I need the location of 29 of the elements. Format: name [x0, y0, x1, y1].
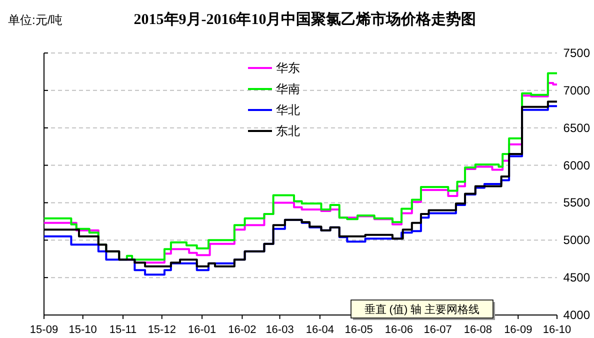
y-tick-label: 4000 — [563, 308, 590, 322]
x-tick-label: 16-02 — [228, 324, 256, 336]
y-tick-label: 4500 — [563, 270, 590, 285]
x-tick-label: 16-08 — [464, 324, 492, 336]
legend-label: 华东 — [276, 61, 300, 75]
x-tick-label: 16-06 — [384, 324, 414, 336]
x-tick-label: 16-09 — [504, 324, 532, 336]
annotation: 垂直 (值) 轴 主要网格线 — [364, 303, 480, 316]
x-tick-label: 16-10 — [542, 324, 572, 336]
x-tick-label: 16-07 — [424, 324, 452, 336]
y-axis-title: 单位:元/吨 — [8, 13, 63, 27]
chart-title: 2015年9月-2016年10月中国聚氯乙烯市场价格走势图 — [134, 10, 476, 28]
legend-label: 华北 — [276, 103, 300, 117]
y-tick-label: 7000 — [563, 83, 590, 98]
y-tick-label: 5000 — [563, 233, 590, 248]
x-tick-label: 15-11 — [109, 324, 137, 336]
x-tick-label: 16-01 — [188, 324, 216, 336]
x-tick-label: 16-03 — [266, 324, 294, 336]
x-tick-label: 15-09 — [30, 324, 58, 336]
y-tick-label: 6500 — [563, 120, 590, 135]
y-tick-label: 6000 — [563, 158, 590, 172]
legend-label: 华南 — [276, 82, 300, 96]
legend-label: 东北 — [276, 124, 300, 138]
y-tick-label: 5500 — [563, 196, 590, 210]
x-tick-label: 15-12 — [148, 324, 176, 336]
x-tick-label: 15-10 — [68, 324, 97, 336]
x-tick-label: 16-05 — [344, 324, 373, 336]
x-tick-label: 16-04 — [306, 324, 334, 336]
y-tick-label: 7500 — [563, 46, 590, 60]
